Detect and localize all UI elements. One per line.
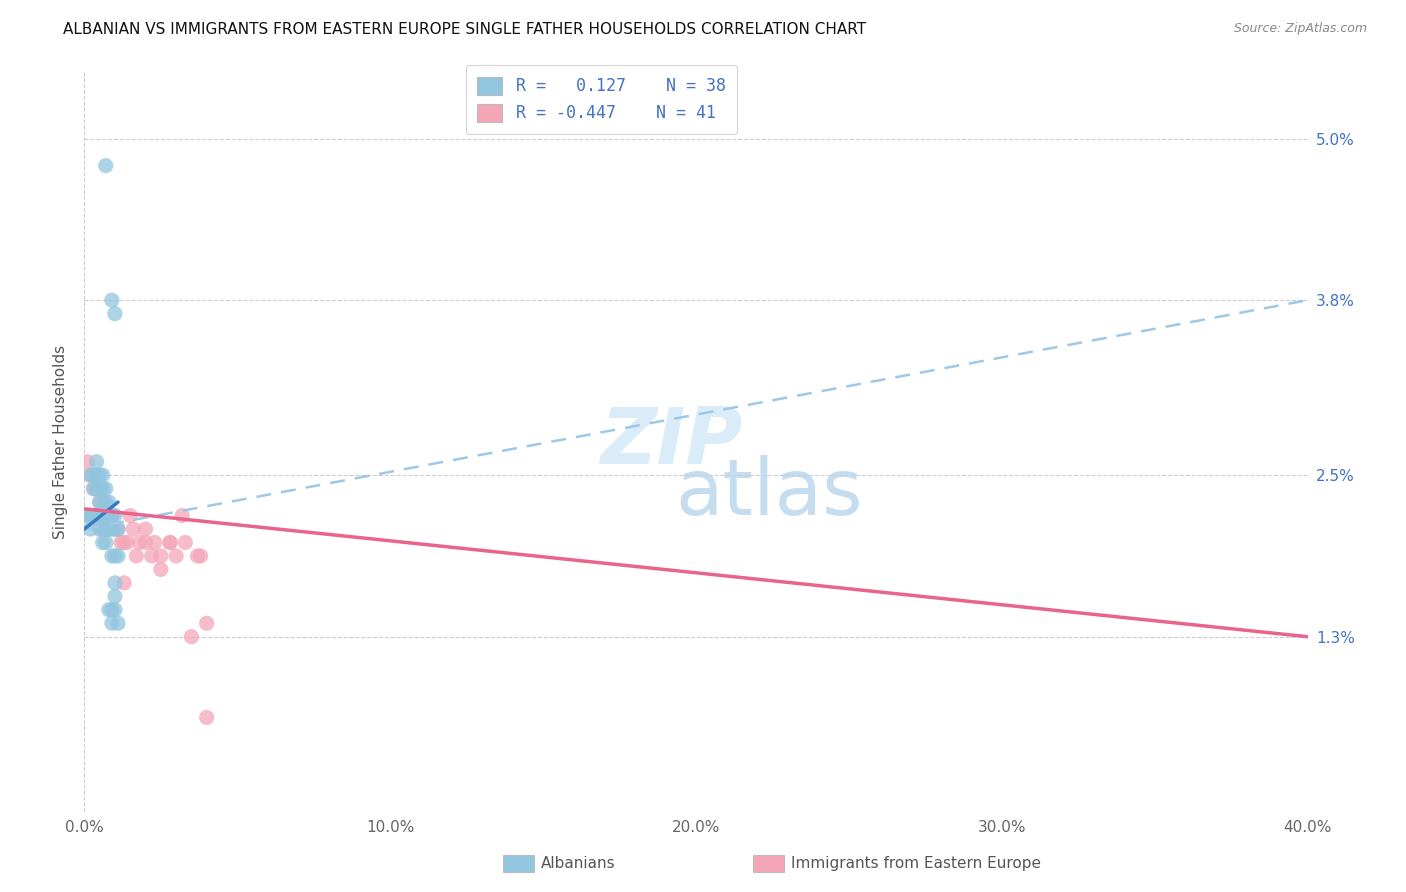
Point: [83, 508, 105, 523]
Point: [101, 522, 124, 536]
Point: [94, 508, 117, 523]
Point: [79, 508, 101, 523]
Point: [94, 508, 117, 523]
Point: [76, 508, 98, 523]
Point: [115, 535, 138, 549]
Point: [172, 508, 194, 523]
Point: [104, 508, 127, 523]
Point: [122, 522, 145, 536]
Point: [86, 455, 108, 469]
Point: [89, 508, 111, 523]
Point: [104, 590, 127, 604]
Point: [141, 549, 163, 563]
Point: [107, 616, 129, 631]
Point: [79, 468, 101, 483]
Point: [79, 468, 101, 483]
Point: [165, 549, 187, 563]
Point: [195, 710, 218, 724]
Point: [86, 468, 108, 483]
Point: [174, 535, 197, 549]
Point: [135, 522, 157, 536]
Point: [101, 508, 124, 523]
Point: [97, 522, 120, 536]
Point: [195, 616, 218, 631]
Point: [91, 522, 114, 536]
Point: [112, 535, 135, 549]
Point: [186, 549, 208, 563]
Point: [76, 455, 98, 469]
Point: [159, 535, 181, 549]
Point: [101, 508, 124, 523]
Point: [104, 549, 127, 563]
Point: [86, 508, 108, 523]
Point: [89, 495, 111, 509]
Point: [91, 535, 114, 549]
Point: [89, 508, 111, 523]
Point: [86, 508, 108, 523]
Text: atlas: atlas: [676, 455, 863, 532]
Point: [101, 293, 124, 308]
Point: [89, 482, 111, 496]
Point: [149, 549, 172, 563]
Point: [190, 549, 212, 563]
Point: [83, 468, 105, 483]
Point: [97, 508, 120, 523]
Text: Source: ZipAtlas.com: Source: ZipAtlas.com: [1233, 22, 1367, 36]
Point: [97, 603, 120, 617]
Point: [91, 495, 114, 509]
Text: ZIP: ZIP: [600, 403, 742, 480]
Point: [83, 508, 105, 523]
Point: [128, 535, 150, 549]
Point: [159, 535, 181, 549]
Point: [91, 508, 114, 523]
Point: [101, 603, 124, 617]
Point: [104, 575, 127, 590]
Point: [107, 522, 129, 536]
Point: [89, 522, 111, 536]
Point: [91, 468, 114, 483]
Point: [104, 307, 127, 321]
Point: [101, 616, 124, 631]
Text: Albanians: Albanians: [540, 856, 616, 871]
Point: [83, 482, 105, 496]
Point: [94, 495, 117, 509]
Point: [91, 508, 114, 523]
Point: [79, 508, 101, 523]
Y-axis label: Single Father Households: Single Father Households: [53, 344, 69, 539]
Point: [86, 482, 108, 496]
Point: [79, 522, 101, 536]
Point: [125, 549, 148, 563]
Legend: R =   0.127    N = 38, R = -0.447    N = 41: R = 0.127 N = 38, R = -0.447 N = 41: [465, 65, 737, 134]
Point: [94, 482, 117, 496]
Point: [83, 482, 105, 496]
Point: [89, 522, 111, 536]
Point: [94, 159, 117, 173]
Text: Immigrants from Eastern Europe: Immigrants from Eastern Europe: [792, 856, 1042, 871]
Point: [94, 522, 117, 536]
Point: [91, 482, 114, 496]
Point: [143, 535, 166, 549]
Point: [94, 535, 117, 549]
Text: ALBANIAN VS IMMIGRANTS FROM EASTERN EUROPE SINGLE FATHER HOUSEHOLDS CORRELATION : ALBANIAN VS IMMIGRANTS FROM EASTERN EURO…: [63, 22, 866, 37]
Point: [107, 522, 129, 536]
Point: [94, 522, 117, 536]
Point: [86, 482, 108, 496]
Point: [104, 522, 127, 536]
Point: [97, 522, 120, 536]
Point: [89, 495, 111, 509]
Point: [104, 603, 127, 617]
Point: [104, 522, 127, 536]
Point: [120, 508, 142, 523]
Point: [135, 535, 157, 549]
Point: [107, 549, 129, 563]
Point: [110, 535, 132, 549]
Point: [149, 562, 172, 576]
Point: [112, 575, 135, 590]
Point: [101, 549, 124, 563]
Point: [97, 495, 120, 509]
Point: [89, 468, 111, 483]
Point: [180, 630, 202, 644]
